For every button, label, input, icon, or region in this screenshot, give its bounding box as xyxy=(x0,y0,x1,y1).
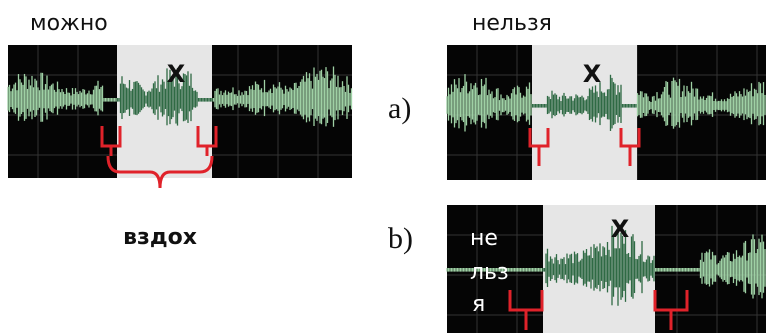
diagram: можно нельзя a) b) вздох X X X не льз я xyxy=(0,0,769,334)
label-breath: вздох xyxy=(123,225,197,250)
label-b: b) xyxy=(388,222,413,255)
side-text: я xyxy=(472,292,485,317)
label-a: a) xyxy=(388,92,411,125)
side-text: льз xyxy=(470,260,509,285)
label-forbidden: нельзя xyxy=(472,11,552,36)
label-allowed: можно xyxy=(30,11,108,36)
selection-mark: X xyxy=(583,60,602,88)
selection-mark: X xyxy=(167,60,186,88)
waveforms xyxy=(8,45,766,333)
side-text: не xyxy=(470,226,498,251)
selection-mark: X xyxy=(611,215,630,243)
